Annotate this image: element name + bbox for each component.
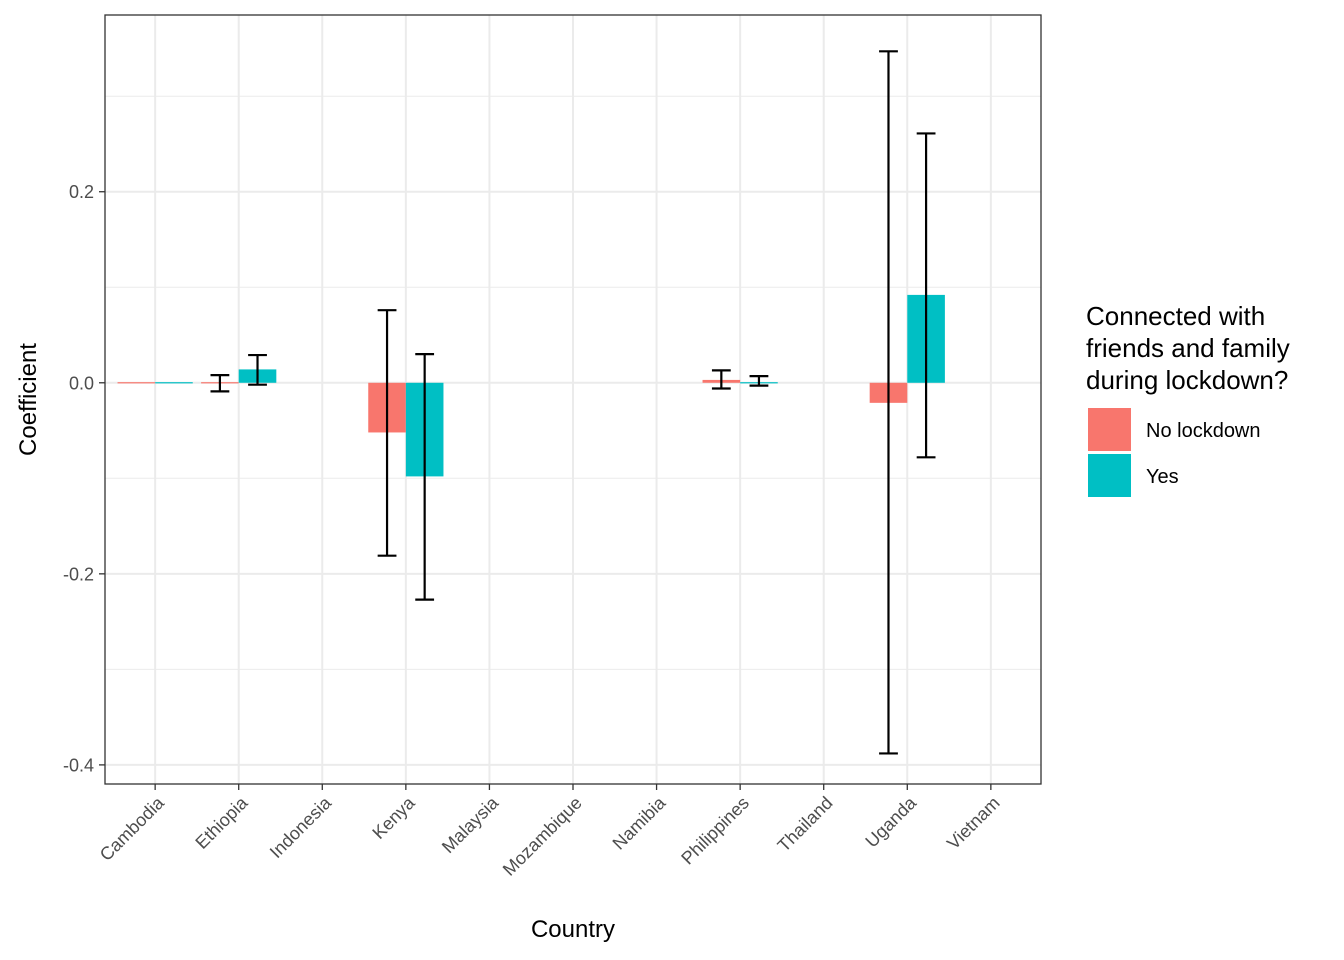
legend-title-line-1: Connected with (1086, 301, 1265, 331)
error-bar-yes-philippines (749, 374, 769, 387)
error-bar-no-lockdown-ethiopia (210, 374, 230, 393)
y-tick-label: 0.2 (69, 182, 94, 202)
legend-label-no-lockdown: No lockdown (1146, 420, 1261, 442)
bar-no-lockdown-cambodia (117, 382, 156, 384)
y-axis: -0.4 -0.2 0.0 0.2 (63, 182, 105, 775)
error-bar-no-lockdown-kenya (377, 309, 397, 557)
legend-title-line-2: friends and family (1086, 333, 1290, 363)
y-tick-label: -0.2 (63, 564, 94, 584)
legend-title-line-3: during lockdown? (1086, 365, 1288, 395)
bar-yes-cambodia (155, 382, 193, 384)
error-bar-yes-kenya (415, 353, 435, 601)
error-bar-no-lockdown-uganda (879, 50, 898, 755)
y-tick-label: 0.0 (69, 373, 94, 393)
y-axis-title: Coefficient (15, 343, 42, 456)
y-tick-label: -0.4 (63, 755, 94, 775)
error-bar-yes-ethiopia (248, 353, 267, 386)
x-axis-title: Country (531, 916, 615, 943)
legend-label-yes: Yes (1146, 466, 1179, 488)
error-bar-yes-uganda (916, 132, 936, 459)
legend: Connected with friends and family during… (1086, 301, 1290, 497)
error-bars (210, 50, 936, 755)
legend-key-yes (1088, 454, 1131, 497)
error-bar-no-lockdown-philippines (711, 369, 731, 390)
legend-key-no-lockdown (1088, 408, 1131, 451)
